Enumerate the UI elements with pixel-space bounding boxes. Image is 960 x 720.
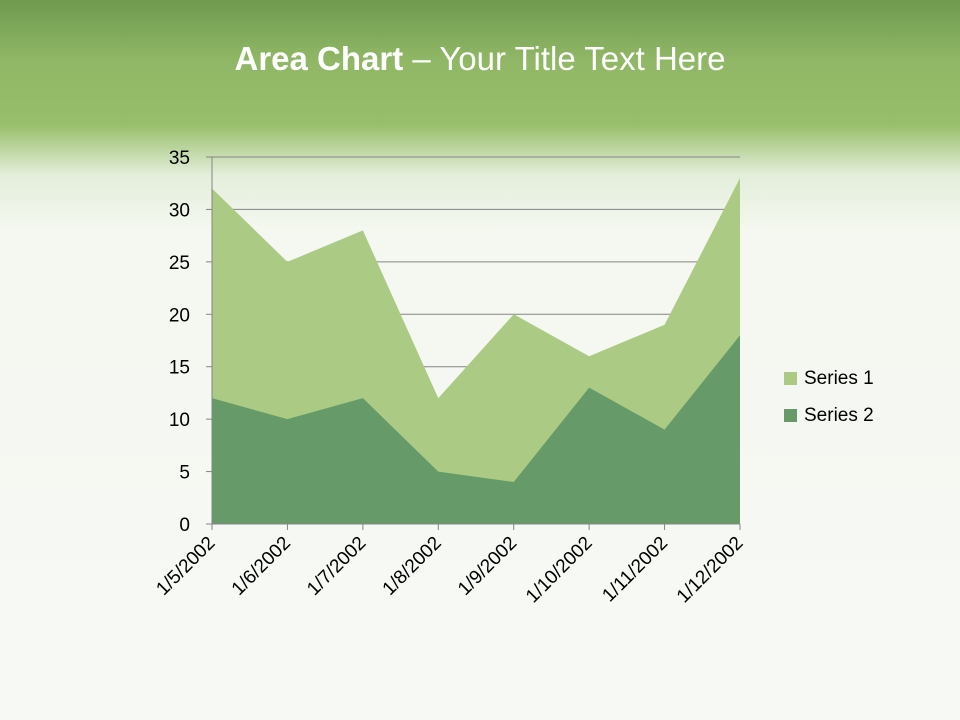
area-series-2 (212, 335, 740, 524)
legend-item-series-2: Series 2 (784, 397, 874, 434)
y-tick-label: 15 (169, 358, 190, 379)
y-tick-label: 25 (169, 253, 190, 274)
legend-item-series-1: Series 1 (784, 360, 874, 397)
y-tick-label: 30 (169, 200, 190, 221)
legend: Series 1 Series 2 (784, 360, 874, 434)
x-tick-label: 1/12/2002 (673, 533, 748, 608)
y-tick-label: 5 (179, 463, 190, 484)
slide-title: Area Chart – Your Title Text Here (0, 40, 960, 78)
legend-label: Series 2 (804, 404, 874, 426)
y-tick-label: 35 (169, 148, 190, 169)
legend-swatch (784, 372, 797, 385)
title-bold: Area Chart (234, 40, 404, 77)
x-tick-label: 1/5/2002 (152, 533, 219, 600)
y-tick-label: 0 (179, 515, 190, 536)
legend-label: Series 1 (804, 367, 874, 389)
x-tick-label: 1/8/2002 (379, 533, 446, 600)
y-tick-label: 10 (169, 410, 190, 431)
x-tick-label: 1/7/2002 (303, 533, 370, 600)
y-tick-label: 20 (169, 305, 190, 326)
title-rest: – Your Title Text Here (403, 40, 726, 77)
legend-swatch (784, 409, 797, 422)
x-tick-label: 1/6/2002 (228, 533, 295, 600)
x-tick-label: 1/10/2002 (522, 533, 597, 608)
x-tick-label: 1/11/2002 (598, 533, 672, 607)
x-tick-label: 1/9/2002 (454, 533, 521, 600)
